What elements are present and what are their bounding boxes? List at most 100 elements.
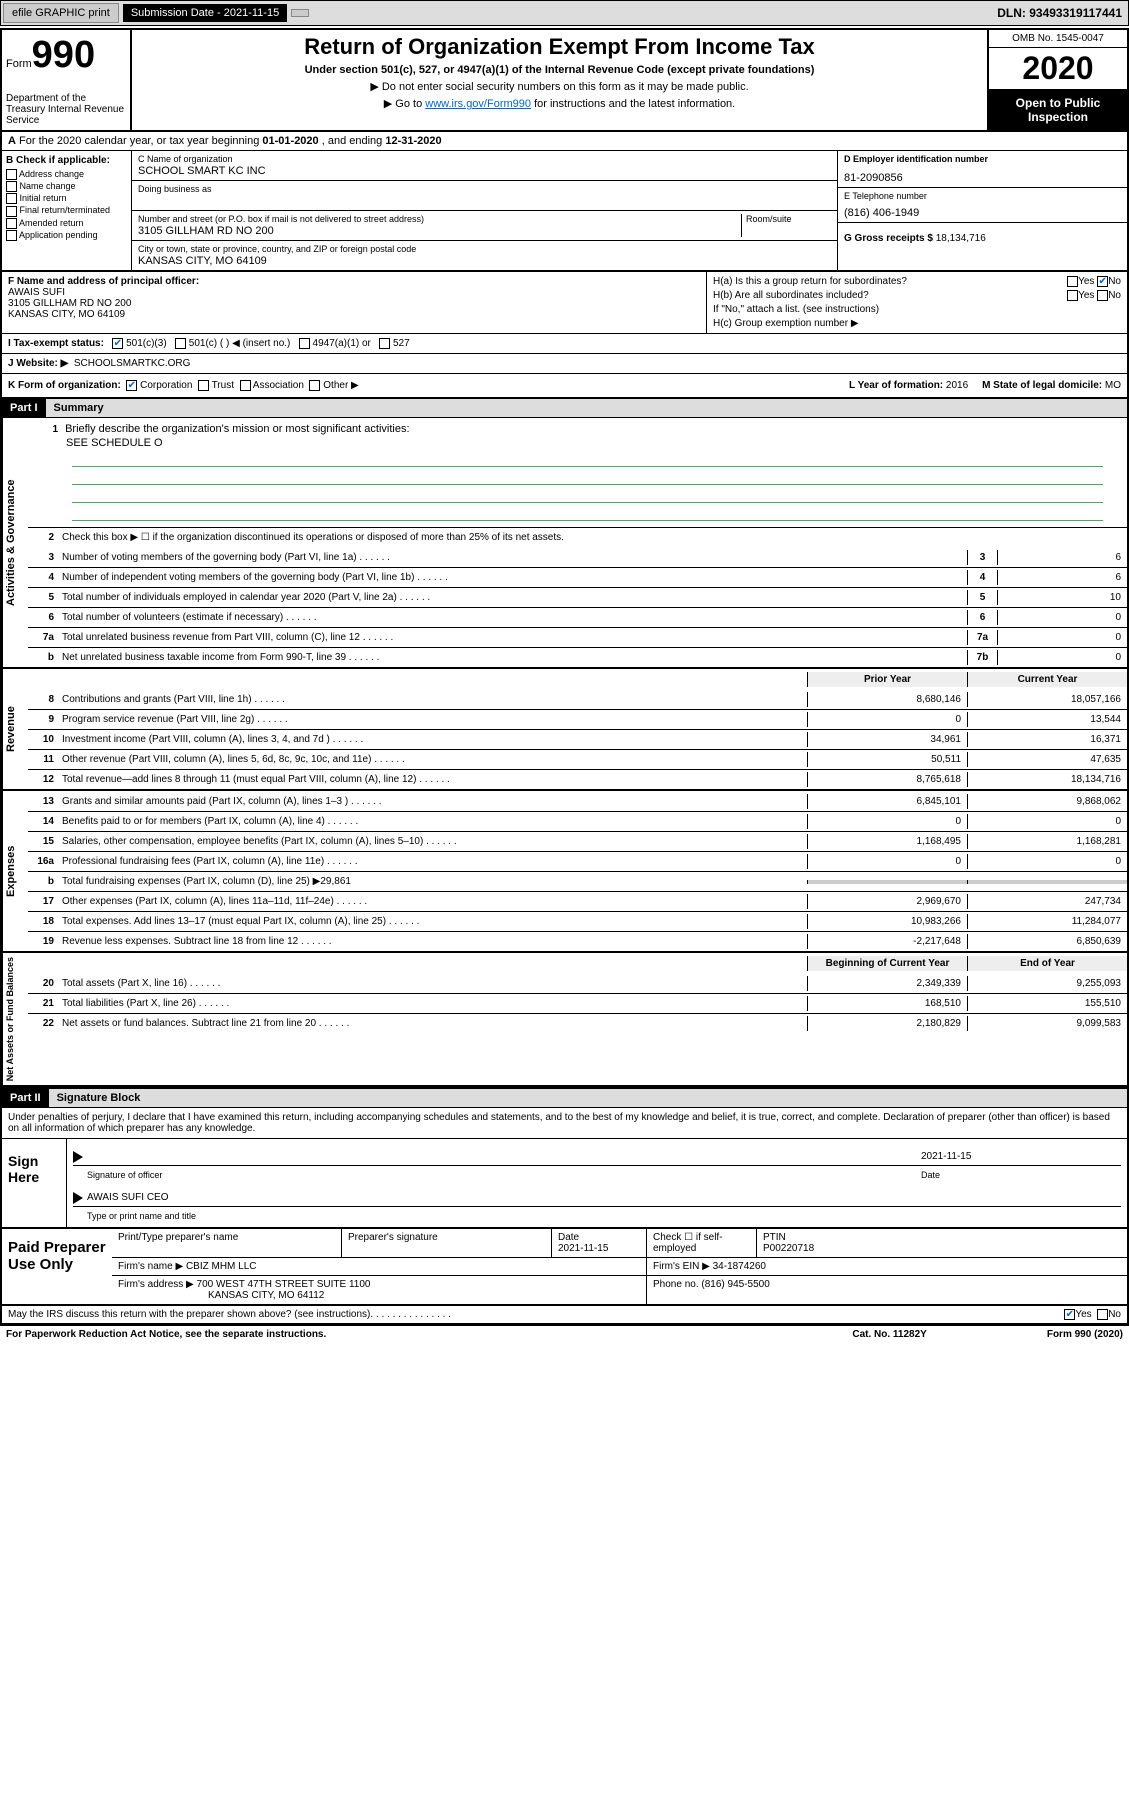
cat-no: Cat. No. 11282Y <box>852 1329 926 1340</box>
blank-button[interactable] <box>291 9 309 17</box>
hb-note: If "No," attach a list. (see instruction… <box>713 304 1121 315</box>
sig-label: Signature of officer <box>73 1170 921 1180</box>
row-a: A For the 2020 calendar year, or tax yea… <box>2 132 1127 151</box>
vert-netassets: Net Assets or Fund Balances <box>2 953 28 1085</box>
cell-dba: Doing business as <box>132 181 837 211</box>
note2-post: for instructions and the latest informat… <box>531 98 735 110</box>
chk-501c3[interactable] <box>112 338 123 349</box>
col-b: B Check if applicable: Address change Na… <box>2 151 132 270</box>
form-frame: Form 990 Department of the Treasury Inte… <box>0 28 1129 1326</box>
prep-h2: Preparer's signature <box>342 1229 552 1257</box>
gross-label: G Gross receipts $ <box>844 233 933 244</box>
firm-label: Firm's name ▶ <box>118 1261 183 1272</box>
website-value: SCHOOLSMARTKC.ORG <box>74 358 191 369</box>
chk-4947[interactable] <box>299 338 310 349</box>
discuss-text: May the IRS discuss this return with the… <box>8 1309 370 1320</box>
part1-header: Part I Summary <box>2 399 1127 418</box>
ein-label: D Employer identification number <box>844 154 988 164</box>
m-label: M State of legal domicile: <box>982 380 1102 391</box>
table-row: 19Revenue less expenses. Subtract line 1… <box>28 931 1127 951</box>
opt-4947: 4947(a)(1) or <box>313 338 371 349</box>
prep-ptin: P00220718 <box>763 1243 814 1254</box>
table-row: 9Program service revenue (Part VIII, lin… <box>28 709 1127 729</box>
row-a-pre: For the 2020 calendar year, or tax year … <box>19 135 262 147</box>
phone-value: (816) 406-1949 <box>844 207 1121 219</box>
chk-association[interactable] <box>240 380 251 391</box>
chk-corporation[interactable] <box>126 380 137 391</box>
col-h: H(a) Is this a group return for subordin… <box>707 272 1127 333</box>
line2-desc: Check this box ▶ ☐ if the organization d… <box>58 530 1127 545</box>
section-expenses: Expenses 13Grants and similar amounts pa… <box>2 791 1127 953</box>
chk-discuss-no[interactable] <box>1097 1309 1108 1320</box>
firm-addr-label: Firm's address ▶ <box>118 1279 194 1290</box>
row-a-begin: 01-01-2020 <box>262 135 318 147</box>
chk-address-change[interactable]: Address change <box>6 169 127 180</box>
chk-other[interactable] <box>309 380 320 391</box>
firm-addr1: 700 WEST 47TH STREET SUITE 1100 <box>197 1279 371 1290</box>
l-label: L Year of formation: <box>849 380 943 391</box>
chk-amended-return[interactable]: Amended return <box>6 218 127 229</box>
vert-revenue: Revenue <box>2 669 28 789</box>
top-bar: efile GRAPHIC print Submission Date - 20… <box>0 0 1129 26</box>
m-value: MO <box>1105 380 1121 391</box>
addr-label: Number and street (or P.O. box if mail i… <box>138 214 741 224</box>
table-row: 3Number of voting members of the governi… <box>28 547 1127 567</box>
row-i: I Tax-exempt status: 501(c)(3) 501(c) ( … <box>2 334 1127 354</box>
hdr-prior: Prior Year <box>807 672 967 687</box>
line1-free: SEE SCHEDULE O <box>66 437 163 449</box>
table-row: 13Grants and similar amounts paid (Part … <box>28 791 1127 811</box>
table-row: 6Total number of volunteers (estimate if… <box>28 607 1127 627</box>
officer-name: AWAIS SUFI <box>8 287 65 298</box>
chk-name-change[interactable]: Name change <box>6 181 127 192</box>
form-note2: ▶ Go to www.irs.gov/Form990 for instruct… <box>138 97 981 110</box>
hc-label: H(c) Group exemption number ▶ <box>713 318 1121 329</box>
chk-application-pending[interactable]: Application pending <box>6 230 127 241</box>
col-d-g: D Employer identification number 81-2090… <box>837 151 1127 270</box>
perjury-text: Under penalties of perjury, I declare th… <box>2 1108 1127 1139</box>
table-row: bNet unrelated business taxable income f… <box>28 647 1127 667</box>
chk-527[interactable] <box>379 338 390 349</box>
row-a-mid: , and ending <box>319 135 386 147</box>
table-row: 22Net assets or fund balances. Subtract … <box>28 1013 1127 1033</box>
prep-date: 2021-11-15 <box>558 1243 608 1254</box>
chk-trust[interactable] <box>198 380 209 391</box>
arrow-icon <box>73 1192 83 1204</box>
table-row: 10Investment income (Part VIII, column (… <box>28 729 1127 749</box>
chk-initial-return[interactable]: Initial return <box>6 193 127 204</box>
firm-phone: (816) 945-5500 <box>701 1279 769 1290</box>
prep-h3: Date <box>558 1232 579 1243</box>
table-row: 17Other expenses (Part IX, column (A), l… <box>28 891 1127 911</box>
form-title: Return of Organization Exempt From Incom… <box>138 34 981 60</box>
part2-header: Part II Signature Block <box>2 1087 1127 1108</box>
opt-501c3: 501(c)(3) <box>126 338 167 349</box>
k-label: K Form of organization: <box>8 380 121 391</box>
row-a-end: 12-31-2020 <box>385 135 441 147</box>
sig-date-label: Date <box>921 1170 1121 1180</box>
table-row: 12Total revenue—add lines 8 through 11 (… <box>28 769 1127 789</box>
section-governance: Activities & Governance 1 Briefly descri… <box>2 418 1127 669</box>
chk-501c[interactable] <box>175 338 186 349</box>
opt-527: 527 <box>393 338 410 349</box>
line2-num: 2 <box>28 530 58 545</box>
efile-button[interactable]: efile GRAPHIC print <box>3 3 119 23</box>
chk-final-return[interactable]: Final return/terminated <box>6 205 127 216</box>
irs-link[interactable]: www.irs.gov/Form990 <box>425 98 531 110</box>
phone-label: E Telephone number <box>844 191 1121 201</box>
chk-discuss-yes[interactable] <box>1064 1309 1075 1320</box>
sign-here-label: Sign Here <box>2 1139 67 1227</box>
header-mid: Return of Organization Exempt From Incom… <box>132 30 987 130</box>
table-row: 14Benefits paid to or for members (Part … <box>28 811 1127 831</box>
sign-name-label: Type or print name and title <box>73 1211 1121 1221</box>
firm-name: CBIZ MHM LLC <box>186 1261 257 1272</box>
opt-trust: Trust <box>212 380 234 391</box>
table-row: 4Number of independent voting members of… <box>28 567 1127 587</box>
col-cde: C Name of organization SCHOOL SMART KC I… <box>132 151 837 270</box>
omb-number: OMB No. 1545-0047 <box>989 30 1127 48</box>
open-public: Open to Public Inspection <box>989 90 1127 130</box>
row-k: K Form of organization: Corporation Trus… <box>2 374 1127 399</box>
vert-expenses: Expenses <box>2 791 28 951</box>
f-label: F Name and address of principal officer: <box>8 276 199 287</box>
section-b-g: B Check if applicable: Address change Na… <box>2 151 1127 272</box>
arrow-icon <box>73 1151 83 1163</box>
ha-label: H(a) Is this a group return for subordin… <box>713 276 907 287</box>
